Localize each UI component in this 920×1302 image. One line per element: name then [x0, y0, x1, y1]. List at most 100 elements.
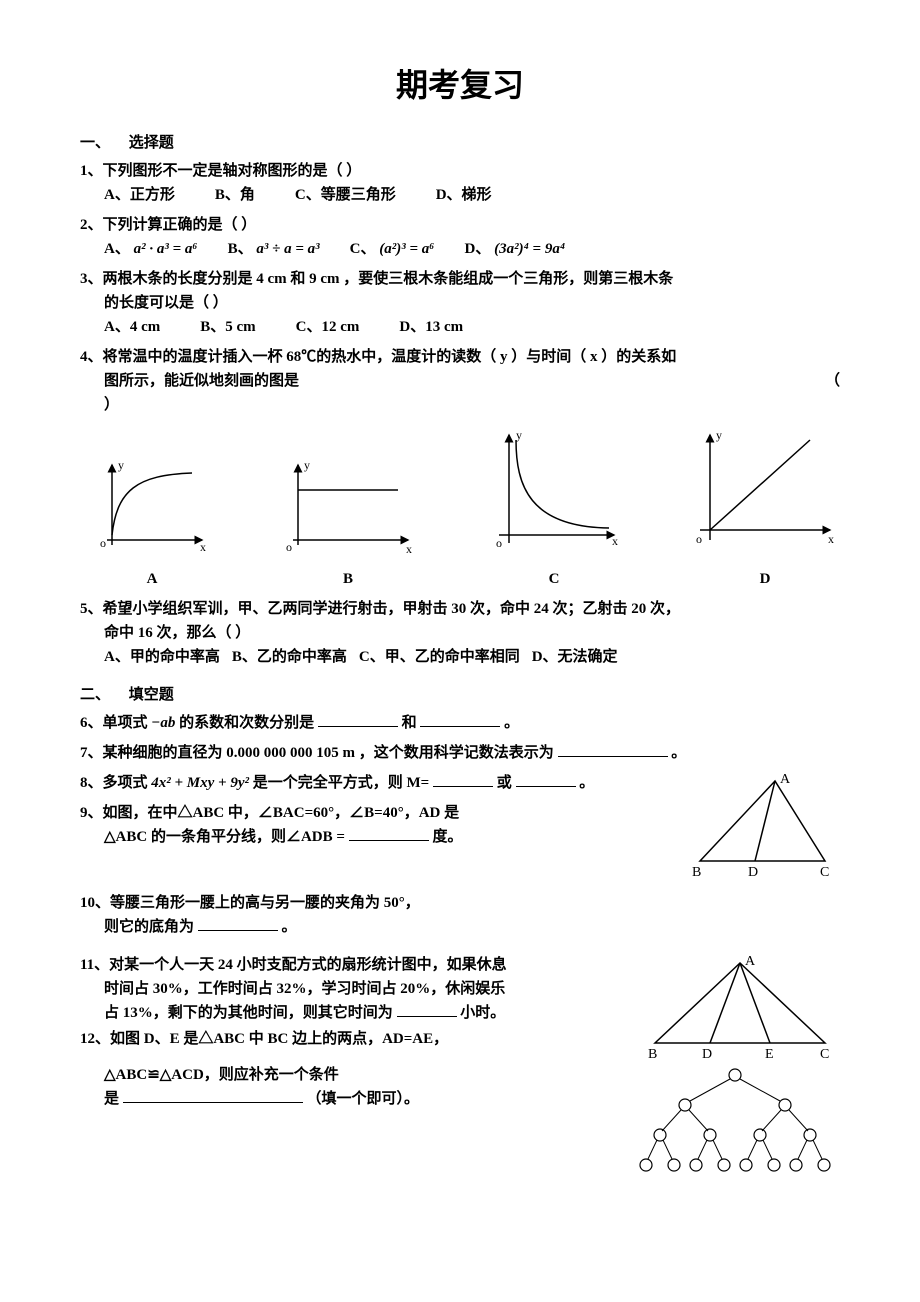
question-11-block: 11、对某一个人一天 24 小时支配方式的扇形统计图中，如果休息 时间占 30%… [80, 953, 840, 1063]
q3-stem2: 的长度可以是（ ） [80, 291, 840, 315]
q6-expr: −ab [151, 715, 175, 731]
svg-text:x: x [406, 542, 412, 555]
question-7: 7、某种细胞的直径为 0.000 000 000 105 m ，这个数用科学记数… [80, 741, 840, 765]
q12-line2: △ABC≌△ACD，则应补充一个条件 [80, 1063, 620, 1087]
q2-opt-a: A、 a² · a³ = a⁶ [104, 237, 198, 261]
q6-blank1 [318, 711, 398, 727]
graph-b-svg: o x y [278, 455, 418, 555]
q5-stem2: 命中 16 次，那么（ ） [80, 621, 840, 645]
svg-text:C: C [820, 1047, 829, 1062]
graph-a-label: A [92, 567, 212, 591]
svg-text:A: A [780, 772, 791, 787]
graph-b-label: B [278, 567, 418, 591]
graph-d-label: D [690, 567, 840, 591]
section-label: 选择题 [129, 135, 174, 151]
page-title: 期考复习 [80, 60, 840, 111]
q3-opt-a: A、4 cm [104, 315, 160, 339]
q2-a-expr: a² · a³ = a⁶ [134, 241, 198, 257]
svg-text:o: o [496, 536, 502, 550]
q3-opt-c: C、12 cm [296, 315, 360, 339]
q1-opt-c: C、等腰三角形 [295, 183, 396, 207]
q5-opt-b: B、乙的命中率高 [232, 645, 347, 669]
q1-opt-b: B、角 [215, 183, 255, 207]
q5-opt-c: C、甲、乙的命中率相同 [359, 645, 520, 669]
q2-options: A、 a² · a³ = a⁶ B、 a³ ÷ a = a³ C、 (a²)³ … [80, 237, 840, 261]
q12-blank [123, 1087, 303, 1103]
q10-blank [198, 915, 278, 931]
q6-mid: 的系数和次数分别是 [179, 715, 318, 731]
question-2: 2、下列计算正确的是（ ） A、 a² · a³ = a⁶ B、 a³ ÷ a … [80, 213, 840, 261]
q9-blank [349, 825, 429, 841]
q3-opt-b: B、5 cm [200, 315, 255, 339]
q11-blank [397, 1001, 457, 1017]
svg-text:B: B [648, 1047, 657, 1062]
question-5: 5、希望小学组织军训，甲、乙两同学进行射击，甲射击 30 次，命中 24 次；乙… [80, 597, 840, 669]
q12-line1: 12、如图 D、E 是△ABC 中 BC 边上的两点，AD=AE， [80, 1027, 630, 1051]
q6-blank2 [420, 711, 500, 727]
graph-b: o x y B [278, 455, 418, 591]
q2-d-expr: (3a²)⁴ = 9a⁴ [494, 241, 565, 257]
svg-text:o: o [100, 536, 106, 550]
question-8-9-block: 8、多项式 4x² + Mxy + 9y² 是一个完全平方式，则 M= 或 。 … [80, 771, 840, 881]
q5-opt-a: A、甲的命中率高 [104, 645, 220, 669]
svg-text:B: B [692, 865, 701, 880]
svg-text:y: y [716, 428, 722, 442]
q12-line3-pre: 是 [104, 1091, 119, 1107]
q9-line2-suf: 度。 [432, 829, 462, 845]
svg-text:o: o [696, 532, 702, 546]
q4-graphs: o x y A o x y B [92, 425, 840, 591]
question-10: 10、等腰三角形一腰上的高与另一腰的夹角为 50°， 则它的底角为 。 [80, 891, 840, 939]
q2-opt-d: D、 (3a²)⁴ = 9a⁴ [465, 237, 566, 261]
q6-and: 和 [402, 715, 421, 731]
svg-text:y: y [304, 458, 310, 472]
q4-stem2-right: （ [825, 369, 840, 393]
svg-text:A: A [745, 954, 756, 969]
svg-text:C: C [820, 865, 829, 880]
q3-options: A、4 cm B、5 cm C、12 cm D、13 cm [80, 315, 840, 339]
svg-text:y: y [516, 428, 522, 442]
q2-stem: 2、下列计算正确的是（ ） [80, 213, 840, 237]
q11-line1: 11、对某一个人一天 24 小时支配方式的扇形统计图中，如果休息 [80, 953, 630, 977]
svg-text:D: D [748, 865, 758, 880]
q3-stem1: 3、两根木条的长度分别是 4 cm 和 9 cm ，要使三根木条能组成一个三角形… [80, 267, 840, 291]
q6-pre: 6、单项式 [80, 715, 151, 731]
q4-stem1: 4、将常温中的温度计插入一杯 68℃的热水中，温度计的读数（ y ）与时间（ x… [80, 345, 840, 369]
svg-text:D: D [702, 1047, 712, 1062]
q7-pre: 7、某种细胞的直径为 0.000 000 000 105 m ，这个数用科学记数… [80, 745, 554, 761]
question-9: 9、如图，在中△ABC 中，∠BAC=60°，∠B=40°，AD 是 △ABC … [80, 801, 670, 849]
q10-line2-pre: 则它的底角为 [104, 919, 194, 935]
q9-triangle: A B D C [680, 771, 840, 881]
q8-pre: 8、多项式 [80, 775, 151, 791]
q1-options: A、正方形 B、角 C、等腰三角形 D、梯形 [80, 183, 840, 207]
q9-line2-pre: △ABC 的一条角平分线，则∠ADB = [104, 829, 349, 845]
section-num: 一、 [80, 135, 110, 151]
svg-text:o: o [286, 540, 292, 554]
section2-label: 填空题 [129, 687, 174, 703]
q11-line3-suf: 小时。 [460, 1005, 505, 1021]
q11-triangle: A B D E C [640, 953, 840, 1063]
q2-b-expr: a³ ÷ a = a³ [256, 241, 319, 257]
q6-end: 。 [504, 715, 519, 731]
q2-opt-c: C、 (a²)³ = a⁶ [350, 237, 435, 261]
q1-opt-d: D、梯形 [436, 183, 492, 207]
graph-c: o x y C [484, 425, 624, 591]
q8-blank1 [433, 771, 493, 787]
q12-line3-suf: （填一个即可）。 [307, 1091, 420, 1107]
q8-end: 。 [579, 775, 594, 791]
q8-expr: 4x² + Mxy + 9y² [151, 775, 249, 791]
section-fill-header: 二、 填空题 [80, 683, 840, 707]
q1-opt-a: A、正方形 [104, 183, 175, 207]
svg-text:E: E [765, 1047, 774, 1062]
q5-opt-d: D、无法确定 [532, 645, 618, 669]
q8-mid: 是一个完全平方式，则 M= [253, 775, 429, 791]
q11-line2: 时间占 30%，工作时间占 32%，学习时间占 20%，休闲娱乐 [80, 977, 630, 1001]
q10-line2-suf: 。 [282, 919, 297, 935]
q5-stem1: 5、希望小学组织军训，甲、乙两同学进行射击，甲射击 30 次，命中 24 次；乙… [80, 597, 840, 621]
q8-or: 或 [497, 775, 512, 791]
q11-line3-pre: 占 13%，剩下的为其他时间，则其它时间为 [104, 1005, 393, 1021]
graph-c-label: C [484, 567, 624, 591]
q3-opt-d: D、13 cm [399, 315, 463, 339]
svg-text:x: x [200, 540, 206, 554]
q2-opt-b: B、 a³ ÷ a = a³ [228, 237, 320, 261]
q4-stem2-left: 图所示，能近似地刻画的图是 [104, 369, 299, 393]
